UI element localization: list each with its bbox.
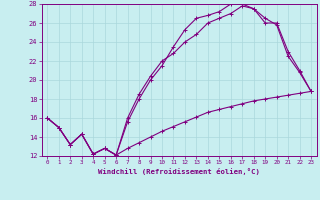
X-axis label: Windchill (Refroidissement éolien,°C): Windchill (Refroidissement éolien,°C) [98,168,260,175]
